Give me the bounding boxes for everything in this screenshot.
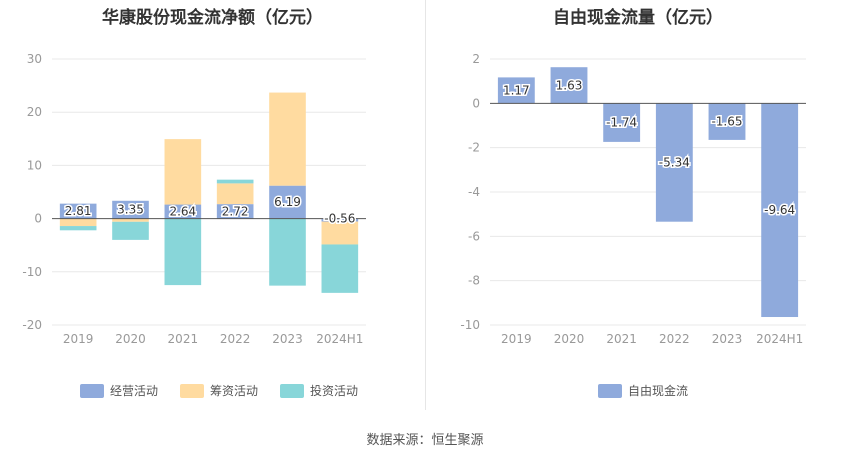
legend-label: 筹资活动: [210, 384, 259, 398]
legend-label: 自由现金流: [628, 384, 689, 398]
y-tick-label: -10: [22, 265, 42, 279]
y-tick-label: 0: [34, 212, 42, 226]
bar-投资活动: [164, 218, 202, 286]
y-tick-label: -2: [468, 141, 480, 155]
data-source-note: 数据来源：恒生聚源: [366, 433, 484, 448]
left-chart-legend: 经营活动 筹资活动 投资活动: [80, 382, 358, 399]
bar-自由现金流: [497, 77, 535, 104]
bar-自由现金流: [550, 67, 588, 104]
data-label: -5.34: [659, 156, 690, 170]
data-label: -0.56: [324, 212, 355, 226]
data-label: 6.19: [274, 195, 301, 209]
x-tick-label: 2021: [168, 332, 199, 346]
bar-投资活动: [321, 244, 359, 293]
data-label: 2.64: [169, 205, 196, 219]
bar-经营活动: [164, 204, 202, 219]
bar-自由现金流: [655, 103, 693, 222]
y-tick-label: 20: [27, 105, 42, 119]
left-chart-panel: 华康股份现金流净额（亿元） 30 20 10 0 -10 -20 2019 2020 2021 2…: [0, 0, 425, 410]
legend-label: 经营活动: [110, 384, 159, 398]
x-tick-label: 2020: [554, 332, 585, 346]
left-chart-title: 华康股份现金流净额（亿元）: [102, 8, 323, 28]
x-tick-label: 2024H1: [316, 332, 363, 346]
x-tick-label: 2019: [501, 332, 532, 346]
y-tick-label: 0: [472, 96, 480, 110]
right-chart-svg: 2 0 -2 -4 -6 -8 -10 2019 2020 2021 2022 2023 2024H1 1…: [460, 52, 806, 346]
bar-筹资活动: [269, 92, 306, 186]
bar-筹资活动: [112, 218, 149, 222]
x-tick-label: 2019: [63, 332, 94, 346]
bar-经营活动: [269, 185, 306, 219]
legend-swatch: [80, 383, 104, 398]
bar-经营活动: [112, 200, 149, 219]
bar-自由现金流: [603, 103, 641, 142]
data-label: 1.17: [503, 83, 530, 97]
y-tick-label: 30: [27, 52, 42, 66]
bar-筹资活动: [321, 221, 359, 245]
legend-swatch: [280, 383, 305, 398]
y-tick-label: -10: [460, 318, 480, 332]
x-tick-label: 2022: [220, 332, 251, 346]
left-chart-svg: 30 20 10 0 -10 -20 2019 2020 2021 2022 2023 2024H1 2…: [22, 52, 366, 346]
data-label: -1.65: [711, 115, 742, 129]
data-label: 1.63: [556, 78, 583, 92]
bar-投资活动: [269, 218, 306, 286]
bar-筹资活动: [216, 183, 254, 205]
bar-经营活动: [321, 218, 359, 222]
x-tick-label: 2023: [272, 332, 303, 346]
bar-经营活动: [59, 203, 97, 219]
data-label: 3.35: [117, 203, 144, 217]
bar-投资活动: [112, 221, 149, 240]
y-tick-label: -6: [468, 229, 480, 243]
data-label: -9.64: [764, 203, 795, 217]
right-chart-title: 自由现金流量（亿元）: [553, 8, 723, 28]
y-tick-label: 10: [27, 158, 42, 172]
bar-自由现金流: [708, 103, 746, 140]
y-tick-label: 2: [472, 52, 480, 66]
x-tick-label: 2024H1: [756, 332, 803, 346]
x-tick-label: 2020: [115, 332, 146, 346]
x-tick-label: 2021: [606, 332, 637, 346]
x-tick-label: 2023: [712, 332, 743, 346]
y-tick-label: -20: [22, 318, 42, 332]
bar-筹资活动: [59, 218, 97, 227]
legend-label: 投资活动: [310, 384, 359, 398]
legend-swatch: [598, 383, 622, 398]
bar-筹资活动: [164, 139, 202, 205]
right-chart-panel: 自由现金流量（亿元） 2 0 -2 -4 -6 -8 -10 2019 2020 2021 2022…: [426, 0, 850, 410]
y-tick-label: -4: [468, 185, 480, 199]
data-label: -1.74: [606, 116, 637, 130]
data-label: 2.72: [222, 204, 249, 218]
legend-swatch: [180, 383, 205, 398]
legend-item-free-cash-flow[interactable]: 自由现金流: [598, 382, 688, 399]
panel-divider: [425, 0, 426, 410]
y-tick-label: -8: [468, 274, 480, 288]
right-chart-legend: 自由现金流: [598, 382, 688, 399]
legend-item-operating[interactable]: 经营活动: [80, 382, 158, 399]
legend-item-financing[interactable]: 筹资活动: [180, 382, 258, 399]
bar-投资活动: [216, 179, 254, 184]
bar-投资活动: [59, 226, 97, 231]
legend-item-investing[interactable]: 投资活动: [280, 382, 358, 399]
bar-自由现金流: [761, 103, 799, 318]
bar-经营活动: [216, 204, 254, 219]
x-tick-label: 2022: [659, 332, 690, 346]
data-label: 2.81: [65, 204, 92, 218]
